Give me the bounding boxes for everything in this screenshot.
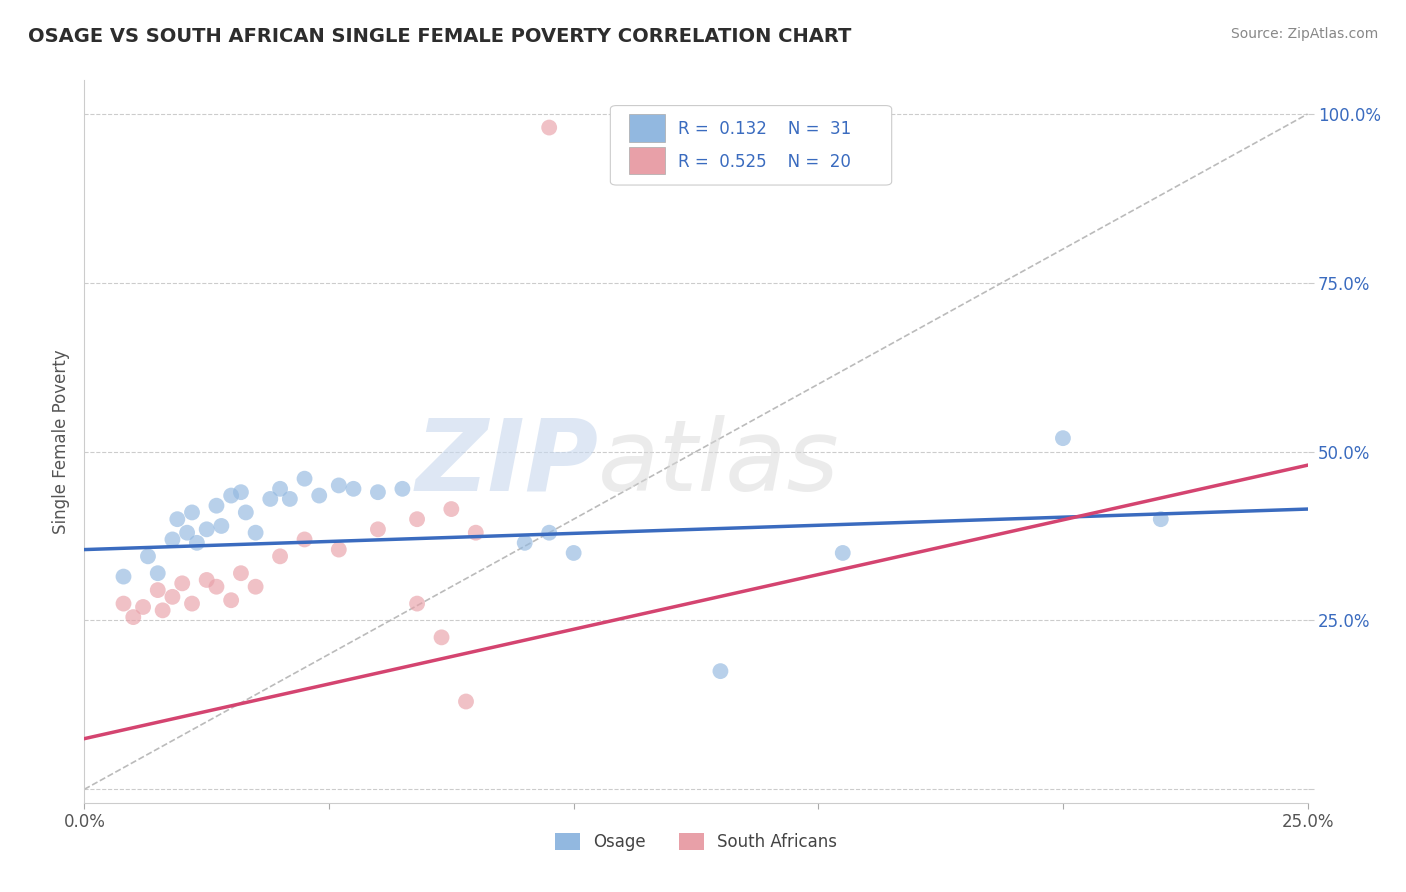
Point [172, 576, 194, 591]
Point [186, 536, 208, 550]
Point [538, 120, 561, 135]
Point [1150, 512, 1173, 526]
Point [367, 485, 389, 500]
Point [112, 597, 135, 611]
Legend: Osage, South Africans: Osage, South Africans [547, 825, 845, 860]
Point [259, 491, 281, 506]
Point [278, 491, 301, 506]
Text: ZIP: ZIP [415, 415, 598, 512]
Text: R =  0.525    N =  20: R = 0.525 N = 20 [678, 153, 851, 171]
Text: Source: ZipAtlas.com: Source: ZipAtlas.com [1230, 27, 1378, 41]
Point [269, 549, 291, 564]
Point [430, 631, 453, 645]
Point [229, 485, 252, 500]
Point [245, 580, 267, 594]
Point [454, 694, 477, 708]
Bar [628, 147, 665, 174]
Point [513, 536, 536, 550]
Point [205, 499, 228, 513]
Point [367, 522, 389, 536]
Bar [628, 114, 665, 142]
Point [136, 549, 159, 564]
Point [205, 580, 228, 594]
Point [342, 482, 364, 496]
Point [152, 603, 174, 617]
Point [562, 546, 585, 560]
Point [181, 505, 204, 519]
Point [406, 512, 429, 526]
Text: atlas: atlas [598, 415, 839, 512]
Point [181, 597, 204, 611]
Point [245, 525, 267, 540]
Point [308, 489, 330, 503]
FancyBboxPatch shape [610, 105, 891, 185]
Point [406, 597, 429, 611]
Point [162, 590, 184, 604]
Point [538, 525, 561, 540]
Point [328, 478, 350, 492]
Point [235, 505, 257, 519]
Y-axis label: Single Female Poverty: Single Female Poverty [52, 350, 70, 533]
Point [1052, 431, 1074, 445]
Point [122, 610, 145, 624]
Point [132, 599, 155, 614]
Point [112, 569, 135, 583]
Point [229, 566, 252, 581]
Point [195, 522, 218, 536]
Point [166, 512, 188, 526]
Point [146, 583, 169, 598]
Point [219, 489, 242, 503]
Point [176, 525, 198, 540]
Text: R =  0.132    N =  31: R = 0.132 N = 31 [678, 120, 851, 138]
Point [162, 533, 184, 547]
Point [195, 573, 218, 587]
Point [294, 472, 316, 486]
Point [269, 482, 291, 496]
Point [391, 482, 413, 496]
Text: OSAGE VS SOUTH AFRICAN SINGLE FEMALE POVERTY CORRELATION CHART: OSAGE VS SOUTH AFRICAN SINGLE FEMALE POV… [28, 27, 852, 45]
Point [209, 519, 232, 533]
Point [146, 566, 169, 581]
Point [440, 502, 463, 516]
Point [294, 533, 316, 547]
Point [464, 525, 486, 540]
Point [219, 593, 242, 607]
Point [709, 664, 731, 678]
Point [328, 542, 350, 557]
Point [831, 546, 853, 560]
